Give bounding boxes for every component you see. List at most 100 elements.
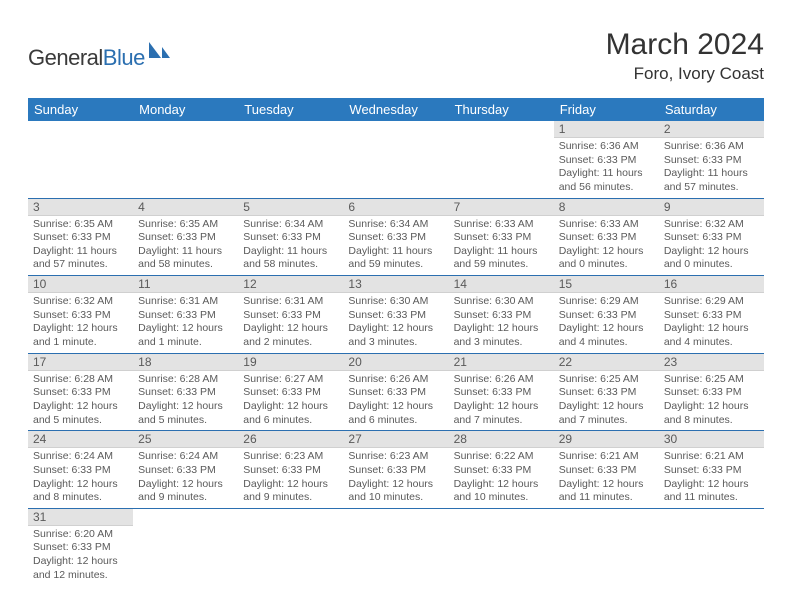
- calendar-day-cell: 9Sunrise: 6:32 AMSunset: 6:33 PMDaylight…: [659, 198, 764, 276]
- sunrise-text: Sunrise: 6:26 AM: [348, 373, 443, 387]
- daylight-text: Daylight: 12 hours and 9 minutes.: [243, 478, 338, 505]
- day-details: Sunrise: 6:36 AMSunset: 6:33 PMDaylight:…: [554, 138, 659, 198]
- day-number: 12: [238, 276, 343, 293]
- daylight-text: Daylight: 12 hours and 9 minutes.: [138, 478, 233, 505]
- calendar-day-cell: [238, 508, 343, 585]
- calendar-day-cell: 13Sunrise: 6:30 AMSunset: 6:33 PMDayligh…: [343, 276, 448, 354]
- sunrise-text: Sunrise: 6:29 AM: [664, 295, 759, 309]
- day-number: 14: [449, 276, 554, 293]
- day-number: 2: [659, 121, 764, 138]
- calendar-day-cell: [449, 508, 554, 585]
- day-details: Sunrise: 6:24 AMSunset: 6:33 PMDaylight:…: [133, 448, 238, 508]
- calendar-day-cell: 27Sunrise: 6:23 AMSunset: 6:33 PMDayligh…: [343, 431, 448, 509]
- sunset-text: Sunset: 6:33 PM: [138, 464, 233, 478]
- logo-text-general: General: [28, 45, 103, 70]
- day-details: Sunrise: 6:28 AMSunset: 6:33 PMDaylight:…: [133, 371, 238, 431]
- sunrise-text: Sunrise: 6:24 AM: [138, 450, 233, 464]
- day-number: [343, 509, 448, 511]
- day-details: Sunrise: 6:33 AMSunset: 6:33 PMDaylight:…: [554, 216, 659, 276]
- day-details: Sunrise: 6:35 AMSunset: 6:33 PMDaylight:…: [133, 216, 238, 276]
- sunrise-text: Sunrise: 6:26 AM: [454, 373, 549, 387]
- weekday-header: Monday: [133, 98, 238, 121]
- calendar-day-cell: 7Sunrise: 6:33 AMSunset: 6:33 PMDaylight…: [449, 198, 554, 276]
- calendar-day-cell: 10Sunrise: 6:32 AMSunset: 6:33 PMDayligh…: [28, 276, 133, 354]
- calendar-day-cell: 5Sunrise: 6:34 AMSunset: 6:33 PMDaylight…: [238, 198, 343, 276]
- day-number: [343, 121, 448, 123]
- sunset-text: Sunset: 6:33 PM: [243, 309, 338, 323]
- daylight-text: Daylight: 11 hours and 58 minutes.: [243, 245, 338, 272]
- day-details: Sunrise: 6:29 AMSunset: 6:33 PMDaylight:…: [554, 293, 659, 353]
- calendar-day-cell: 6Sunrise: 6:34 AMSunset: 6:33 PMDaylight…: [343, 198, 448, 276]
- sunset-text: Sunset: 6:33 PM: [348, 464, 443, 478]
- sunrise-text: Sunrise: 6:35 AM: [138, 218, 233, 232]
- daylight-text: Daylight: 12 hours and 11 minutes.: [559, 478, 654, 505]
- sunset-text: Sunset: 6:33 PM: [33, 309, 128, 323]
- sunset-text: Sunset: 6:33 PM: [33, 231, 128, 245]
- sunset-text: Sunset: 6:33 PM: [454, 309, 549, 323]
- sunset-text: Sunset: 6:33 PM: [559, 154, 654, 168]
- sunrise-text: Sunrise: 6:23 AM: [348, 450, 443, 464]
- day-number: 20: [343, 354, 448, 371]
- calendar-day-cell: 26Sunrise: 6:23 AMSunset: 6:33 PMDayligh…: [238, 431, 343, 509]
- calendar-day-cell: 22Sunrise: 6:25 AMSunset: 6:33 PMDayligh…: [554, 353, 659, 431]
- daylight-text: Daylight: 12 hours and 8 minutes.: [33, 478, 128, 505]
- calendar-day-cell: [238, 121, 343, 198]
- sunset-text: Sunset: 6:33 PM: [243, 231, 338, 245]
- sunrise-text: Sunrise: 6:30 AM: [454, 295, 549, 309]
- day-details: Sunrise: 6:32 AMSunset: 6:33 PMDaylight:…: [28, 293, 133, 353]
- day-details: Sunrise: 6:32 AMSunset: 6:33 PMDaylight:…: [659, 216, 764, 276]
- calendar-week-row: 31Sunrise: 6:20 AMSunset: 6:33 PMDayligh…: [28, 508, 764, 585]
- calendar-day-cell: 12Sunrise: 6:31 AMSunset: 6:33 PMDayligh…: [238, 276, 343, 354]
- sunrise-text: Sunrise: 6:21 AM: [664, 450, 759, 464]
- calendar-day-cell: 23Sunrise: 6:25 AMSunset: 6:33 PMDayligh…: [659, 353, 764, 431]
- day-details: Sunrise: 6:28 AMSunset: 6:33 PMDaylight:…: [28, 371, 133, 431]
- daylight-text: Daylight: 11 hours and 58 minutes.: [138, 245, 233, 272]
- logo-text: GeneralBlue: [28, 45, 145, 71]
- day-number: [238, 121, 343, 123]
- day-number: [554, 509, 659, 511]
- daylight-text: Daylight: 12 hours and 2 minutes.: [243, 322, 338, 349]
- sunrise-text: Sunrise: 6:27 AM: [243, 373, 338, 387]
- day-details: Sunrise: 6:31 AMSunset: 6:33 PMDaylight:…: [238, 293, 343, 353]
- daylight-text: Daylight: 11 hours and 56 minutes.: [559, 167, 654, 194]
- day-details: Sunrise: 6:34 AMSunset: 6:33 PMDaylight:…: [343, 216, 448, 276]
- month-title: March 2024: [606, 28, 764, 62]
- calendar-day-cell: 18Sunrise: 6:28 AMSunset: 6:33 PMDayligh…: [133, 353, 238, 431]
- daylight-text: Daylight: 12 hours and 5 minutes.: [33, 400, 128, 427]
- calendar-week-row: 17Sunrise: 6:28 AMSunset: 6:33 PMDayligh…: [28, 353, 764, 431]
- calendar-day-cell: 1Sunrise: 6:36 AMSunset: 6:33 PMDaylight…: [554, 121, 659, 198]
- day-number: 13: [343, 276, 448, 293]
- calendar-day-cell: 28Sunrise: 6:22 AMSunset: 6:33 PMDayligh…: [449, 431, 554, 509]
- calendar-day-cell: 3Sunrise: 6:35 AMSunset: 6:33 PMDaylight…: [28, 198, 133, 276]
- daylight-text: Daylight: 12 hours and 12 minutes.: [33, 555, 128, 582]
- calendar-table: Sunday Monday Tuesday Wednesday Thursday…: [28, 98, 764, 585]
- calendar-day-cell: 2Sunrise: 6:36 AMSunset: 6:33 PMDaylight…: [659, 121, 764, 198]
- sunrise-text: Sunrise: 6:32 AM: [664, 218, 759, 232]
- day-number: 22: [554, 354, 659, 371]
- logo: GeneralBlue: [28, 40, 171, 75]
- sunrise-text: Sunrise: 6:20 AM: [33, 528, 128, 542]
- daylight-text: Daylight: 12 hours and 0 minutes.: [559, 245, 654, 272]
- sunrise-text: Sunrise: 6:29 AM: [559, 295, 654, 309]
- daylight-text: Daylight: 11 hours and 57 minutes.: [33, 245, 128, 272]
- day-number: [133, 121, 238, 123]
- calendar-day-cell: 11Sunrise: 6:31 AMSunset: 6:33 PMDayligh…: [133, 276, 238, 354]
- day-details: Sunrise: 6:27 AMSunset: 6:33 PMDaylight:…: [238, 371, 343, 431]
- day-number: 26: [238, 431, 343, 448]
- calendar-week-row: 1Sunrise: 6:36 AMSunset: 6:33 PMDaylight…: [28, 121, 764, 198]
- sunset-text: Sunset: 6:33 PM: [243, 386, 338, 400]
- daylight-text: Daylight: 12 hours and 4 minutes.: [559, 322, 654, 349]
- calendar-day-cell: 21Sunrise: 6:26 AMSunset: 6:33 PMDayligh…: [449, 353, 554, 431]
- day-details: Sunrise: 6:25 AMSunset: 6:33 PMDaylight:…: [659, 371, 764, 431]
- day-number: 8: [554, 199, 659, 216]
- day-number: 7: [449, 199, 554, 216]
- sunrise-text: Sunrise: 6:35 AM: [33, 218, 128, 232]
- day-details: Sunrise: 6:29 AMSunset: 6:33 PMDaylight:…: [659, 293, 764, 353]
- daylight-text: Daylight: 12 hours and 8 minutes.: [664, 400, 759, 427]
- weekday-header: Saturday: [659, 98, 764, 121]
- day-details: Sunrise: 6:21 AMSunset: 6:33 PMDaylight:…: [659, 448, 764, 508]
- day-number: 21: [449, 354, 554, 371]
- day-number: [449, 509, 554, 511]
- sunset-text: Sunset: 6:33 PM: [454, 464, 549, 478]
- day-details: Sunrise: 6:20 AMSunset: 6:33 PMDaylight:…: [28, 526, 133, 586]
